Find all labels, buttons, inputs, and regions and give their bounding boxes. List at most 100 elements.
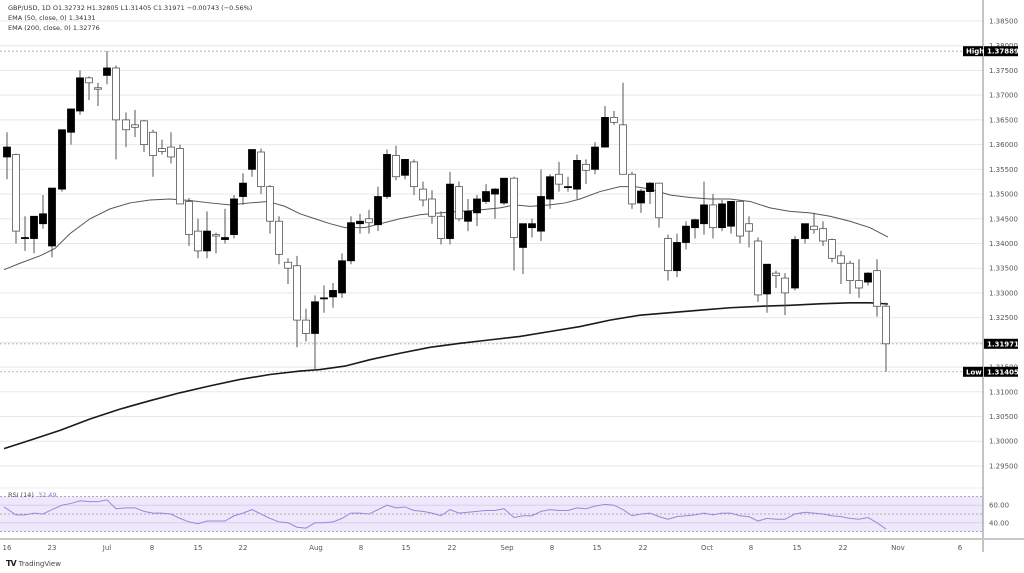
candle-body [131,124,139,128]
candle-body [546,176,554,200]
candle-body [212,234,220,237]
candle-body [284,261,292,269]
candle-body [491,188,499,195]
price-tag-label: High [966,48,984,56]
rsi-tick-label: 40.00 [989,519,1009,527]
time-tick-label: Nov [891,544,905,552]
candle-body [537,196,545,232]
candle-body [691,219,699,229]
rsi-label: RSI (14) [8,491,34,499]
candle-body [203,230,211,252]
candle-body [619,124,627,175]
price-tick-label: 1.37500 [989,67,1018,75]
candle-body [329,290,337,298]
time-tick-label: 8 [749,544,753,552]
candle-body [176,148,184,205]
candle-body [338,260,346,294]
time-tick-label: 22 [639,544,648,552]
candle-body [473,198,481,214]
price-tick-label: 1.36000 [989,141,1018,149]
candle-body [828,239,836,259]
candle-body [58,129,66,190]
candle-body [781,277,789,294]
time-axis[interactable]: 16 23 Jul 8 15 22 Aug 8 15 22 Sep 8 15 22 Oct 8 15 22 Nov 6 [0,538,1024,552]
indicator-line [3,499,887,530]
candle-body [30,215,38,239]
price-tick-label: 1.31000 [989,388,1018,396]
candle-body [772,272,780,277]
candle-body [401,159,409,176]
candle-body [266,186,274,222]
price-tag-value: 1.31405 [987,368,1019,376]
candle-body [455,186,463,220]
ema50-line [3,186,889,271]
candle-body [428,198,436,217]
candle-body [754,240,762,296]
tradingview-branding[interactable]: TV TradingView [6,559,61,568]
candle-body [112,67,120,121]
candle-body [419,188,427,201]
time-tick-label: Sep [500,544,514,552]
candle-body [846,262,854,281]
candle-body [293,265,301,321]
candle-body [655,182,663,219]
price-axis[interactable]: 1.385001.380001.375001.370001.365001.360… [982,0,1018,552]
candle-body [94,87,102,90]
price-tick-label: 1.33500 [989,265,1018,273]
price-grid [0,20,983,467]
high-low-reference-lines [0,50,983,373]
price-tick-label: 1.36500 [989,116,1018,124]
price-tags: High 1.37889 1.31971 Low 1.31405 [963,46,1019,377]
candle-body [392,155,400,178]
candle-body [745,223,753,232]
rsi-panel [0,487,983,532]
candle-body [646,182,654,192]
price-tag-bg [984,338,1018,349]
candle-body [519,223,527,248]
candle-body [637,190,645,204]
candle-body [718,203,726,229]
tradingview-logo-icon: TV [6,559,17,568]
candle-body [810,225,818,231]
time-tick-label: Oct [701,544,713,552]
rsi-legend[interactable]: RSI (14) 32.49 [8,491,57,499]
chart-legend: GBP/USD, 1D O1.32732 H1.32805 L1.31405 C… [8,3,252,33]
candle-body [39,213,47,225]
price-tag-value: 1.37889 [987,48,1019,56]
candle-body [819,228,827,242]
candle-body [194,230,202,252]
price-tick-label: 1.35500 [989,166,1018,174]
candle-body [302,319,310,334]
price-tick-label: 1.37000 [989,92,1018,100]
candle-body [601,117,609,148]
time-tick-label: 15 [194,544,203,552]
candle-body [564,186,572,189]
candle-body [383,154,391,197]
ema50-legend[interactable]: EMA (50, close, 0) 1.34131 [8,14,96,22]
symbol-ohlc-line[interactable]: GBP/USD, 1D O1.32732 H1.32805 L1.31405 C… [8,4,253,12]
price-tick-label: 1.30000 [989,438,1018,446]
price-tick-label: 1.32500 [989,314,1018,322]
candle-body [365,218,373,224]
candle-body [446,183,454,239]
time-tick-label: 6 [958,544,963,552]
candle-body [682,225,690,243]
candle-body [500,177,508,204]
price-tag-label-bg [963,46,983,57]
candle-body [582,163,590,171]
indicator-line [3,302,889,450]
candle-body [673,242,681,272]
rsi-band [0,496,983,532]
time-tick-label: Jul [102,544,112,552]
candle-body [528,223,536,229]
rsi-tick-label: 60.00 [989,502,1009,510]
rsi-value: 32.49 [37,491,57,499]
candle-body [76,77,84,112]
ema200-legend[interactable]: EMA (200, close, 0) 1.32776 [8,24,100,32]
candle-body [864,272,872,283]
candle-body [3,146,11,158]
candle-body [158,148,166,152]
candle-body [122,119,130,131]
candle-body [437,215,445,239]
